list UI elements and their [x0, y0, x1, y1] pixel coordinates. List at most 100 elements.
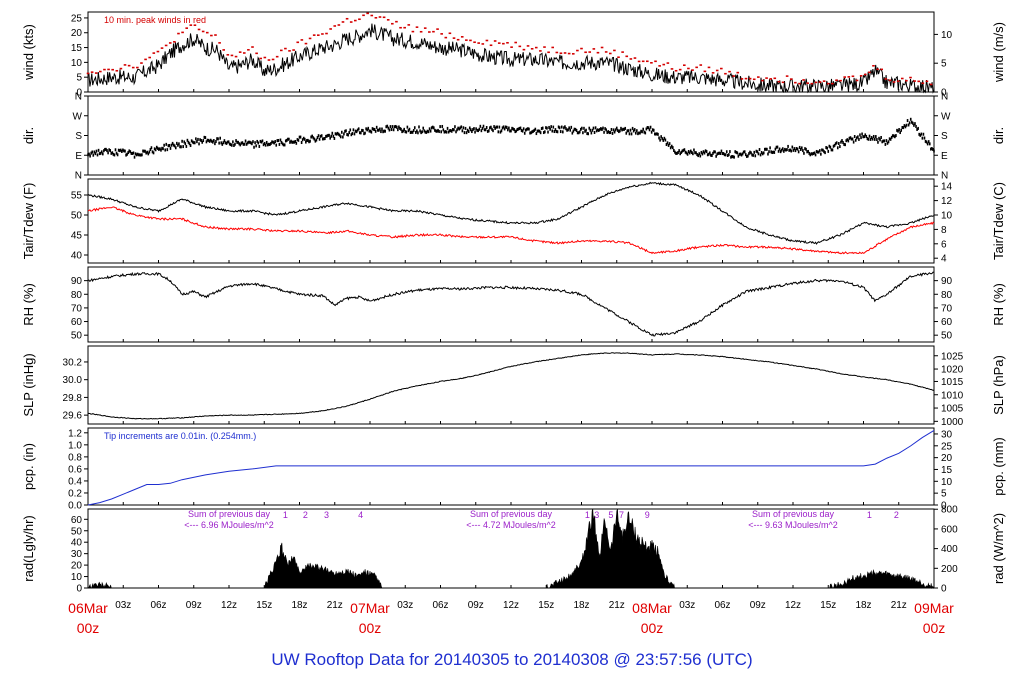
x-tick-label: 09z: [468, 600, 484, 611]
dir-point: [366, 128, 368, 132]
dir-point: [700, 150, 703, 154]
dir-point: [373, 128, 376, 132]
dir-point: [793, 147, 796, 151]
dir-point: [374, 129, 377, 133]
dir-point: [563, 126, 565, 130]
rad-ytick-label-left: 40: [71, 538, 83, 549]
dir-point: [826, 146, 828, 150]
dir-point: [324, 137, 326, 141]
dir-point: [196, 140, 198, 144]
dir-point: [562, 130, 564, 134]
dir-point: [901, 125, 904, 129]
x-time-label: 00z: [77, 620, 100, 636]
dir-point: [248, 140, 251, 144]
x-time-label: 00z: [359, 620, 382, 636]
dir-point: [181, 139, 183, 143]
dir-point: [504, 125, 507, 129]
dir-point: [786, 148, 788, 152]
dir-point: [480, 129, 483, 133]
dir-point: [170, 143, 173, 147]
dir-point: [415, 130, 417, 134]
dir-point: [731, 154, 733, 158]
dir-point: [867, 137, 870, 141]
dir-point: [270, 141, 272, 145]
dir-point: [586, 132, 588, 136]
dir-point: [521, 129, 524, 133]
rad-ytick-label-left: 30: [71, 549, 83, 560]
dir-point: [400, 127, 402, 131]
dir-point: [609, 131, 612, 135]
dir-point: [116, 153, 119, 157]
dir-point: [440, 130, 443, 134]
dir-point: [768, 150, 770, 154]
dir-point: [864, 133, 867, 137]
dir-point: [747, 154, 749, 158]
dir-point: [453, 128, 455, 132]
dir-point: [149, 148, 152, 152]
dir-point: [272, 140, 274, 144]
dir-point: [558, 126, 561, 130]
dir-point: [825, 146, 827, 150]
dir-point: [724, 153, 727, 157]
dir-point: [331, 131, 334, 135]
dir-point: [411, 130, 414, 134]
dir-point: [858, 137, 860, 141]
dir-point: [130, 151, 133, 155]
dir-point: [778, 147, 781, 151]
dir-point: [442, 128, 445, 132]
dir-point: [137, 153, 140, 157]
dir-point: [611, 131, 614, 135]
x-tick-label: 18z: [573, 600, 589, 611]
dir-point: [454, 125, 456, 129]
dir-point: [505, 125, 508, 129]
dir-point: [518, 126, 521, 130]
dir-point: [482, 124, 485, 128]
x-tick-label: 06z: [150, 600, 166, 611]
rh-ylabel-right: RH (%): [991, 283, 1006, 326]
dir-point: [253, 145, 255, 149]
dir-point: [701, 152, 704, 156]
dir-point: [548, 125, 550, 129]
dir-point: [654, 132, 656, 136]
dir-point: [796, 147, 799, 151]
dir-point: [224, 141, 227, 145]
pcp-ytick-label-left: 0.2: [68, 488, 82, 499]
dir-point: [515, 129, 518, 133]
rad-ytick-label-left: 0: [76, 584, 82, 595]
dir-point: [333, 136, 336, 140]
dir-point: [351, 132, 354, 136]
dir-point: [187, 140, 190, 144]
dir-point: [615, 126, 618, 130]
dir-point: [841, 139, 843, 143]
dir-point: [144, 149, 146, 153]
dir-point: [336, 131, 339, 135]
dir-point: [335, 132, 338, 136]
dir-point: [899, 131, 901, 135]
dir-point: [95, 149, 98, 153]
rh-ytick-label-right: 90: [941, 276, 953, 287]
x-tick-label: 12z: [221, 600, 237, 611]
dir-point: [538, 129, 541, 133]
dir-point: [113, 153, 116, 157]
temp-ylabel-left: Tair/Tdew (F): [21, 183, 36, 260]
dir-point: [845, 139, 848, 143]
dir-point: [160, 148, 162, 152]
dir-point: [890, 135, 893, 139]
dir-point: [687, 150, 690, 154]
dir-point: [266, 143, 269, 147]
dir-point: [599, 128, 601, 132]
dir-point: [857, 135, 859, 139]
dir-point: [709, 151, 711, 155]
rad-ytick-label-left: 10: [71, 572, 83, 583]
dir-point: [909, 117, 912, 121]
dir-point: [219, 136, 221, 140]
dir-point: [577, 131, 580, 135]
dir-point: [908, 121, 911, 125]
dir-point: [722, 152, 725, 156]
dir-point: [486, 129, 489, 133]
dir-point: [738, 152, 741, 156]
dir-point: [590, 131, 593, 135]
dir-point: [148, 150, 151, 154]
dir-point: [906, 119, 909, 123]
dir-point: [707, 152, 710, 156]
